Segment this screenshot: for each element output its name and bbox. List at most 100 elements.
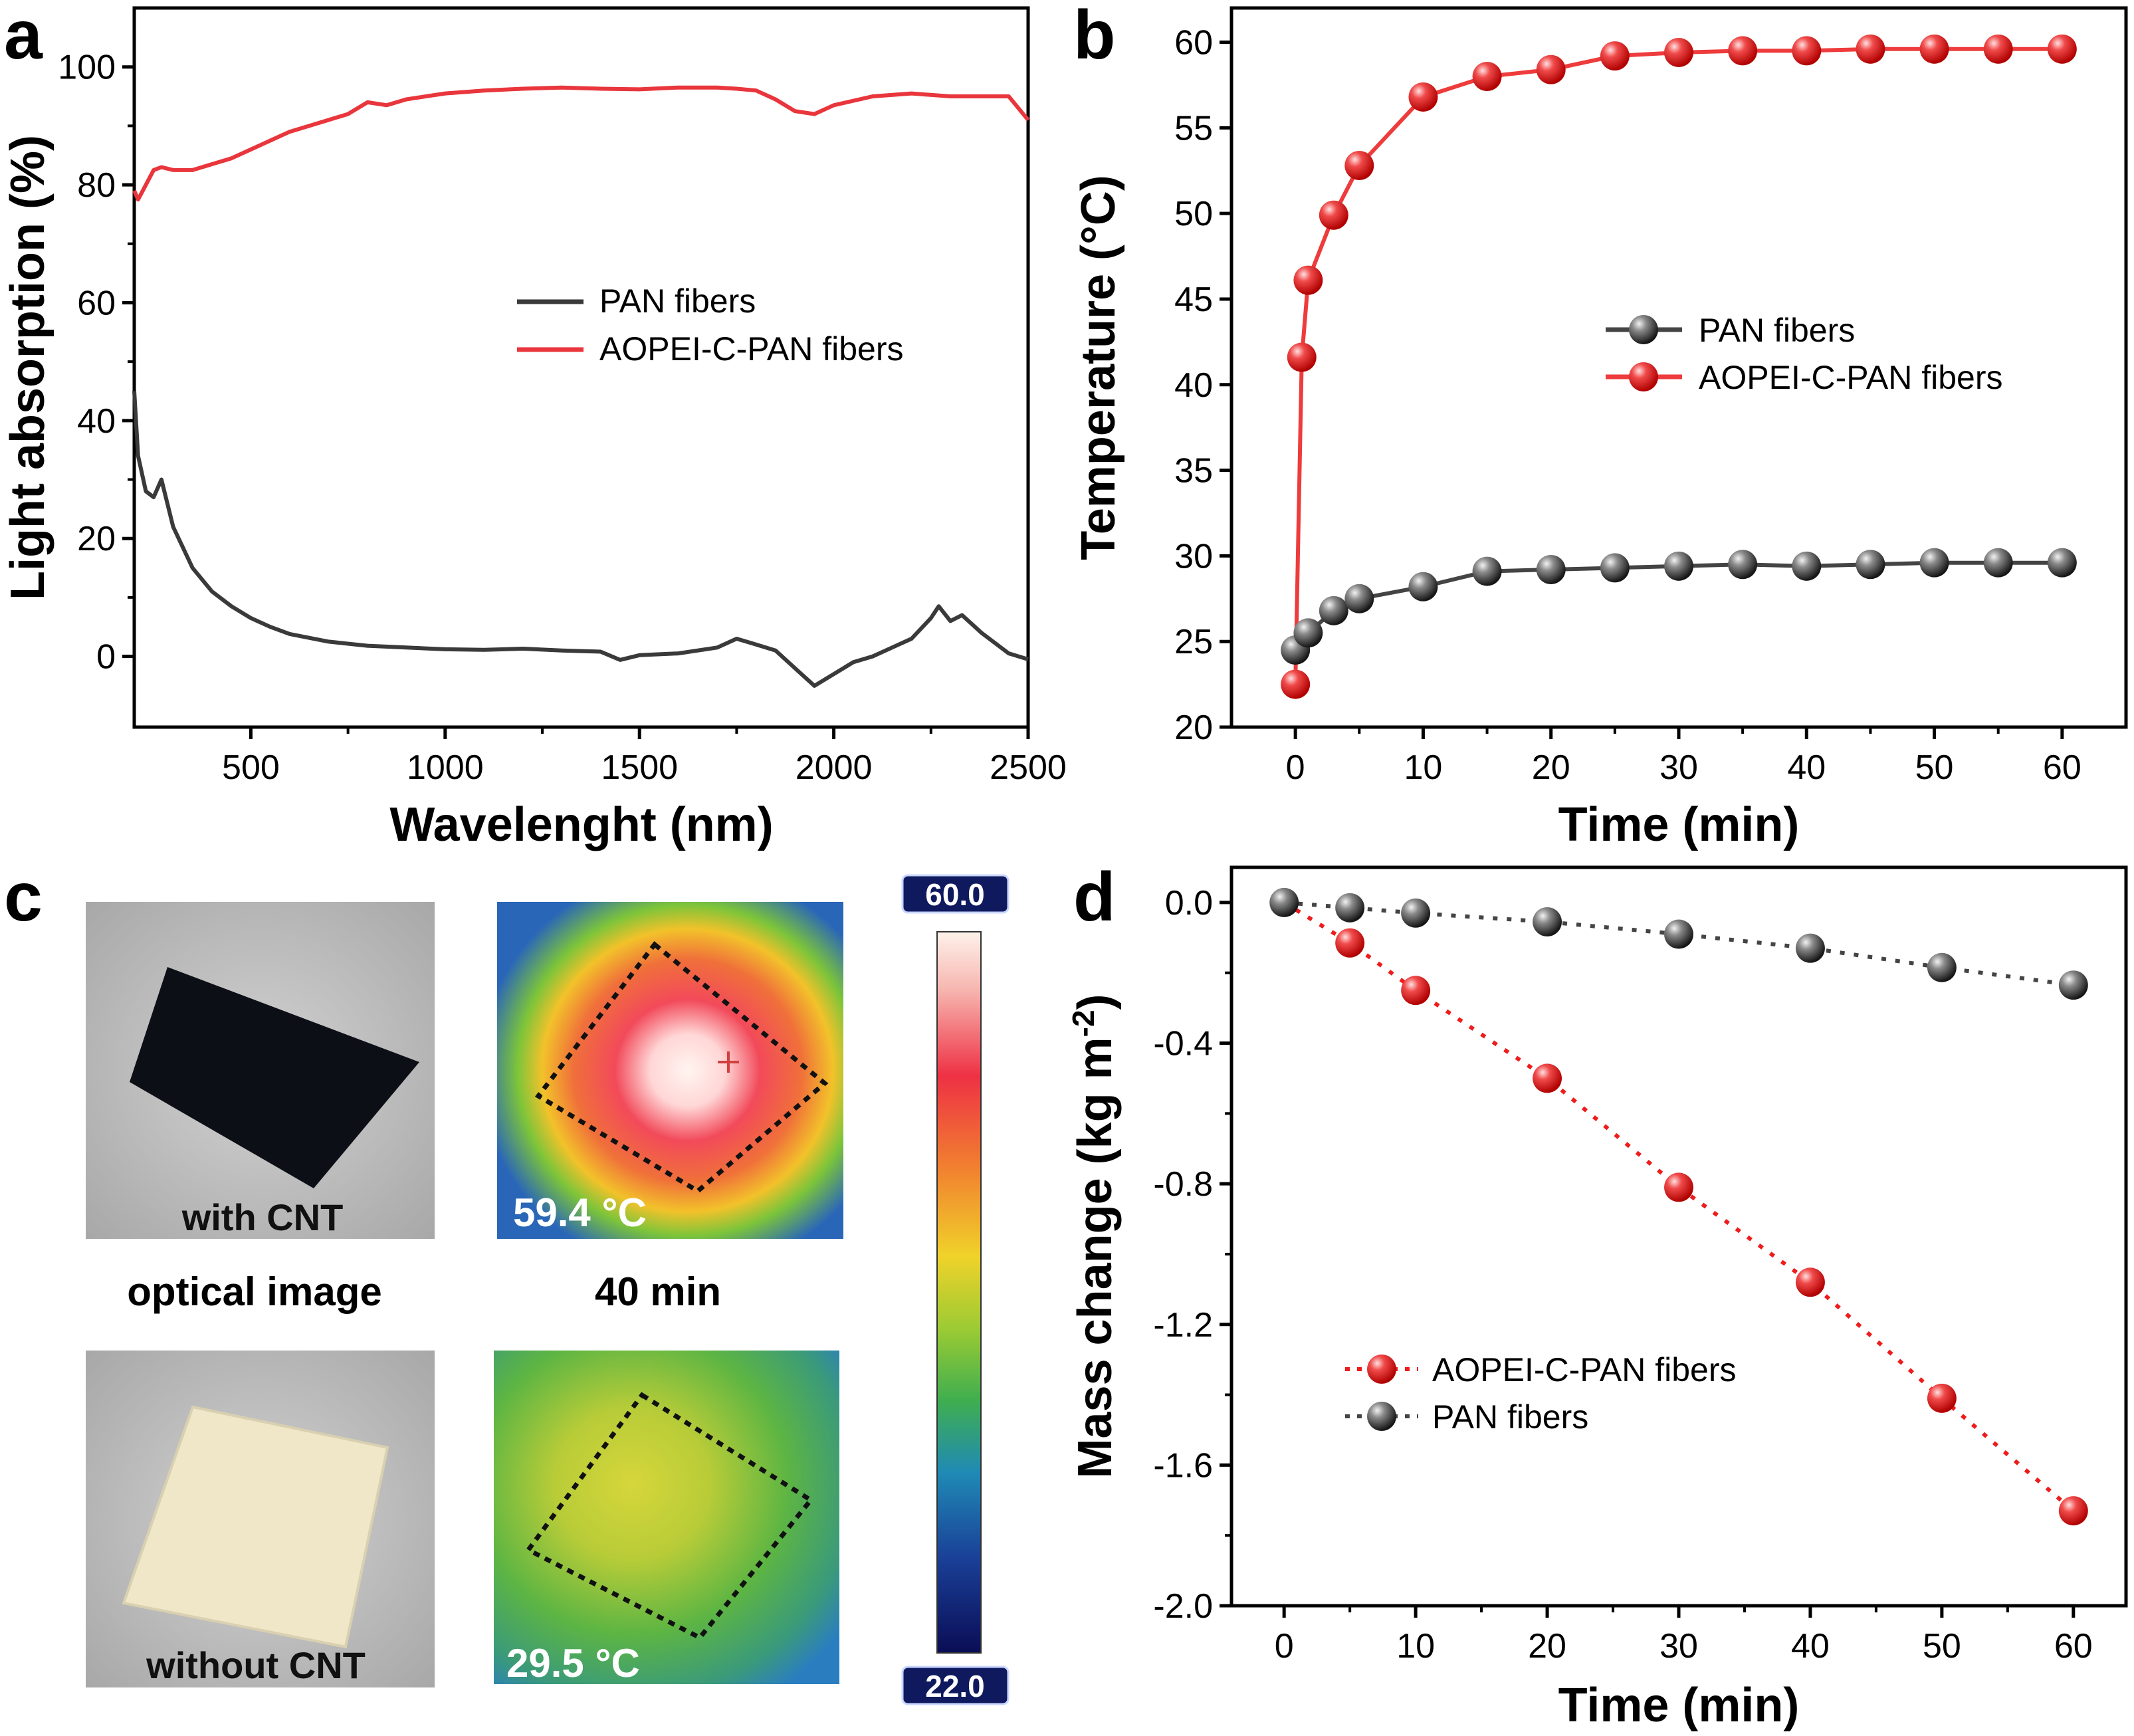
data-point-pan-fibers [1664,551,1693,581]
ylabel-tail: ) [1069,994,1122,1010]
y-tick-label: -0.4 [1153,1025,1213,1063]
panel-d-legend: AOPEI-C-PAN fibers PAN fibers [1345,1351,1737,1436]
data-point-pan-fibers [1728,550,1758,580]
data-point-aopei-c-pan-fibers [1344,151,1374,181]
legend-marker-pan [1629,315,1658,344]
x-tick-label: 1000 [407,748,484,787]
panel-c-images: c with CNT 59.4 °C optical image 40 min … [4,859,1010,1705]
panel-letter-a: a [4,0,43,74]
thermal-cool-background [494,1351,839,1684]
y-tick-label: 20 [1174,708,1213,747]
y-tick-label: 50 [1174,195,1213,233]
data-point-aopei-c-pan-fibers [1533,1063,1562,1093]
thermal-top-temperature: 59.4 °C [513,1190,647,1235]
panel-b-series [1281,34,2077,699]
scale-max-label: 60.0 [925,877,985,912]
y-tick-label: 40 [1174,366,1213,405]
sample-outline-dotted [534,941,829,1194]
data-point-aopei-c-pan-fibers [1401,976,1431,1006]
data-point-aopei-c-pan-fibers [1408,82,1438,112]
data-point-pan-fibers [1319,596,1348,625]
legend-label-pan: PAN fibers [1432,1398,1588,1436]
panel-a-chart: a 500 1000 1500 2000 2500 0 20 40 60 80 100 PAN fi… [1,0,1067,851]
data-point-pan-fibers [1927,952,1957,982]
y-tick-label: 60 [1174,24,1213,62]
y-tick-label: 45 [1174,280,1213,319]
legend-label-aopei: AOPEI-C-PAN fibers [1699,359,2003,396]
legend-label-aopei: AOPEI-C-PAN fibers [599,330,904,368]
panel-b-legend: PAN fibers AOPEI-C-PAN fibers [1606,312,2003,396]
photo-without-cnt: without CNT [86,1351,435,1687]
panel-a-ticks: 500 1000 1500 2000 2500 0 20 40 60 80 100 [58,49,1067,787]
data-point-aopei-c-pan-fibers [2058,1496,2088,1526]
black-fiber-mat [130,967,419,1188]
sample-outline-dotted [524,1392,815,1641]
data-point-aopei-c-pan-fibers [1287,342,1317,372]
legend-label-aopei: AOPEI-C-PAN fibers [1432,1351,1737,1388]
scale-min-box [901,1666,1010,1705]
x-tick-label: 10 [1404,748,1443,787]
y-tick-label: 30 [1174,537,1213,576]
x-tick-label: 1500 [601,748,678,787]
panel-d-ticks: 0 10 20 30 40 50 60 0.0 -0.4 -0.8 -1.2 -1.6 -2.0 [1153,884,2092,1666]
data-point-pan-fibers [1269,887,1299,917]
thermal-image-with-cnt: 59.4 °C [497,902,843,1239]
scale-max-box [901,874,1010,914]
y-tick-label: 25 [1174,623,1213,661]
x-tick-label: 40 [1791,1627,1830,1666]
data-point-aopei-c-pan-fibers [1664,37,1693,67]
panel-d-xlabel: Time (min) [1558,1679,1800,1732]
caption-40-min: 40 min [595,1269,721,1314]
ylabel-main: Mass change (kg m [1069,1037,1122,1478]
panel-d-chart: d 0 10 20 30 40 50 60 0.0 -0.4 -0.8 -1.2 -1.6 -2.0 A… [1066,859,2128,1732]
legend-marker-aopei [1367,1355,1396,1384]
data-point-pan-fibers [1600,553,1630,583]
photo-without-cnt-label: without CNT [146,1644,366,1686]
y-tick-label: 80 [77,166,116,205]
y-tick-label: 60 [77,284,116,322]
legend-label-pan: PAN fibers [1699,312,1855,349]
data-point-pan-fibers [1536,554,1566,584]
data-point-aopei-c-pan-fibers [1983,34,2013,64]
photo-with-cnt-label: with CNT [181,1196,344,1238]
colorbar-gradient [936,931,982,1654]
panel-letter-d: d [1073,859,1116,936]
series-line-aopei-c-pan-fibers [1293,47,2062,685]
data-point-pan-fibers [1401,898,1431,928]
x-tick-label: 2000 [796,748,873,787]
x-tick-label: 20 [1532,748,1570,787]
panel-letter-c: c [4,859,43,936]
y-tick-label: -1.6 [1153,1446,1213,1485]
panel-b-xlabel: Time (min) [1558,798,1800,851]
panel-letter-b: b [1073,0,1116,74]
panel-d-plot-frame [1229,865,2128,1608]
data-point-pan-fibers [2047,548,2077,578]
thermal-hot-background [497,902,843,1239]
data-point-aopei-c-pan-fibers [1293,265,1323,295]
data-point-aopei-c-pan-fibers [1536,54,1566,84]
trend-line-aopei-c-pan-fibers [1283,901,2075,1513]
data-point-pan-fibers [1533,907,1562,937]
panel-b-chart: b 0 10 20 30 40 50 60 20 25 30 35 40 45 50 55 60 PAN fi… [1072,0,2128,851]
data-point-pan-fibers [1919,548,1949,578]
x-tick-label: 30 [1659,1627,1698,1666]
series-line-aopei-c-pan-fibers [132,85,1030,202]
y-tick-label: 0.0 [1165,884,1213,922]
x-tick-label: 500 [222,748,280,787]
panel-a-plot-frame [132,6,1030,729]
x-tick-label: 30 [1659,748,1698,787]
data-point-aopei-c-pan-fibers [2047,34,2077,64]
data-point-pan-fibers [1335,893,1365,922]
data-point-pan-fibers [2058,970,2088,1000]
y-tick-label: 35 [1174,452,1213,490]
y-tick-label: -2.0 [1153,1587,1213,1626]
panel-b-ylabel: Temperature (°C) [1072,175,1125,560]
data-point-aopei-c-pan-fibers [1600,41,1630,71]
data-point-aopei-c-pan-fibers [1927,1383,1957,1413]
panel-d-xlabel-text: Time (min) [1558,1679,1800,1732]
x-tick-label: 20 [1528,1627,1566,1666]
data-point-aopei-c-pan-fibers [1472,62,1502,92]
data-point-aopei-c-pan-fibers [1728,36,1758,66]
temperature-color-scale: 60.0 22.0 [901,874,1010,1705]
